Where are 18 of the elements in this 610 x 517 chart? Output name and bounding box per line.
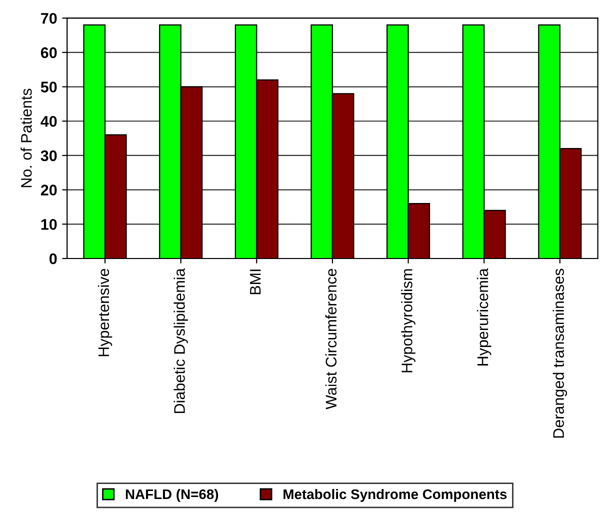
legend-label: Metabolic Syndrome Components [284, 488, 507, 502]
x-tick-label: Hypothyroidism [401, 269, 416, 372]
y-axis-title: No. of Patients [20, 88, 32, 188]
legend-label: NAFLD (N=68) [126, 488, 218, 502]
y-tick-label: 0 [49, 253, 57, 264]
y-tick-label: 20 [40, 184, 57, 196]
x-tick-label: BMI [250, 270, 261, 294]
x-tick-label: Hypertensive [98, 268, 112, 356]
x-tick-label: Waist Circumference [325, 268, 337, 410]
x-tick-label: Hyperuricemia [476, 268, 492, 366]
y-tick-label: 60 [40, 47, 57, 58]
x-tick-label: Deranged transaminases [552, 268, 568, 438]
y-tick-label: 40 [40, 116, 57, 127]
y-tick-label: 50 [40, 82, 57, 92]
x-tick-label: Diabetic Dyslipidemia [174, 268, 188, 414]
y-tick-label: 30 [40, 150, 57, 162]
y-tick-label: 70 [41, 12, 57, 24]
y-tick-label: 10 [41, 219, 57, 230]
